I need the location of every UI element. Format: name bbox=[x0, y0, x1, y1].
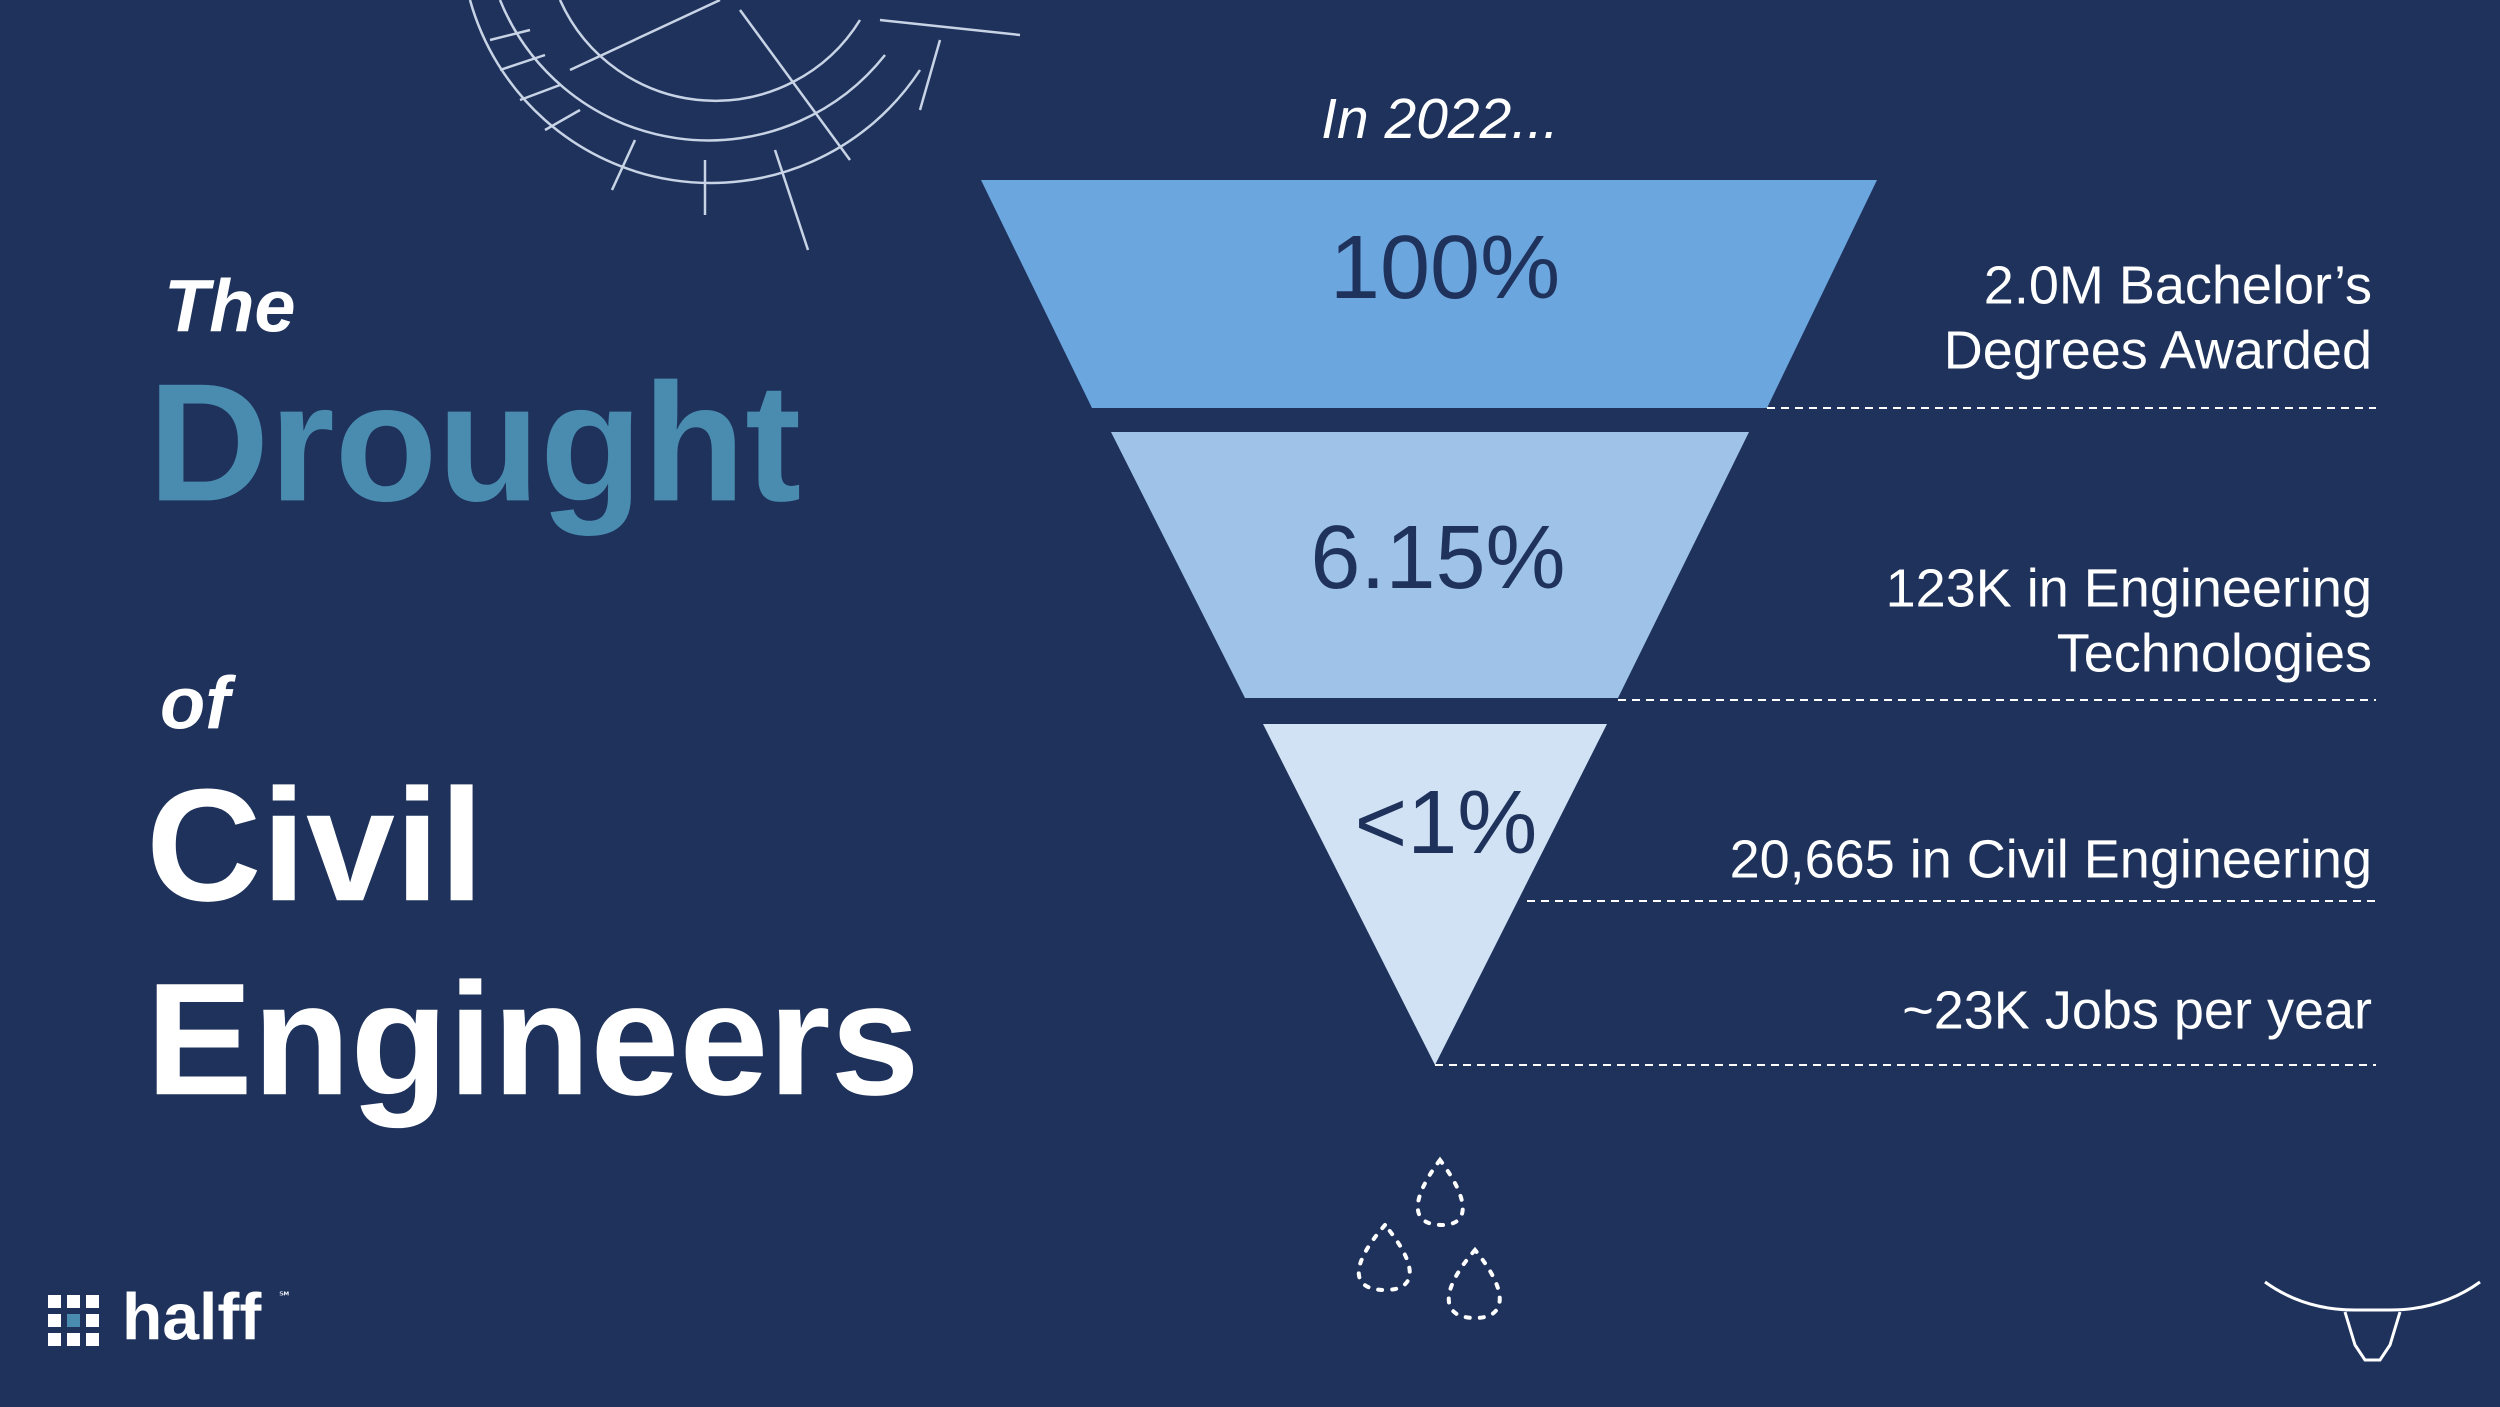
arc bbox=[498, 0, 886, 142]
arc bbox=[558, 0, 862, 103]
title-the: The bbox=[164, 265, 296, 348]
funnel-level bbox=[1263, 724, 1607, 1065]
line bbox=[610, 139, 637, 191]
logo-square bbox=[67, 1314, 80, 1327]
funnel-label: 123K in Engineering bbox=[1886, 558, 2372, 618]
logo-square bbox=[67, 1333, 80, 1346]
logo-icon bbox=[48, 1295, 99, 1346]
funnel-percent: 6.15% bbox=[1310, 508, 1565, 608]
funnel-label: 2.0M Bachelor’s bbox=[1984, 255, 2372, 315]
horns bbox=[2264, 1280, 2481, 1312]
intro: In 2022... bbox=[1321, 87, 1559, 151]
line bbox=[569, 0, 721, 72]
title-drought: Drought bbox=[148, 348, 801, 536]
funnel-level bbox=[1111, 432, 1749, 698]
logo-text: halff bbox=[122, 1279, 262, 1353]
droplet bbox=[1446, 1246, 1502, 1321]
line bbox=[918, 39, 942, 111]
line bbox=[499, 53, 546, 72]
logo-mark: ℠ bbox=[278, 1289, 292, 1305]
title-civil: Civil bbox=[146, 755, 484, 934]
droplet bbox=[1356, 1221, 1412, 1293]
logo-square bbox=[48, 1295, 61, 1308]
funnel-label: 20,665 in Civil Engineering bbox=[1730, 829, 2372, 889]
logo-square bbox=[86, 1314, 99, 1327]
funnel-end-label: ~23K Jobs per year bbox=[1902, 980, 2372, 1040]
funnel-percent: <1% bbox=[1355, 773, 1538, 873]
longhorn-decoration bbox=[2264, 1280, 2481, 1362]
logo-square bbox=[86, 1333, 99, 1346]
head bbox=[2343, 1311, 2402, 1362]
blueprint-decoration bbox=[468, 0, 1021, 251]
line bbox=[519, 83, 561, 102]
logo-square bbox=[86, 1295, 99, 1308]
line bbox=[544, 108, 581, 132]
logo-square bbox=[48, 1333, 61, 1346]
logo-square bbox=[48, 1314, 61, 1327]
line bbox=[489, 28, 531, 42]
title-of: of bbox=[160, 662, 236, 745]
funnel-label: Technologies bbox=[2057, 623, 2372, 683]
line bbox=[738, 9, 852, 161]
arc bbox=[468, 0, 922, 185]
droplets bbox=[1356, 1156, 1502, 1321]
line bbox=[773, 149, 810, 251]
funnel-level bbox=[981, 180, 1877, 408]
funnel-percent: 100% bbox=[1330, 218, 1560, 318]
title-engineers: Engineers bbox=[146, 949, 920, 1128]
droplet bbox=[1415, 1156, 1465, 1228]
line bbox=[879, 18, 1021, 37]
logo-square bbox=[67, 1295, 80, 1308]
funnel-label: Degrees Awarded bbox=[1944, 320, 2372, 380]
